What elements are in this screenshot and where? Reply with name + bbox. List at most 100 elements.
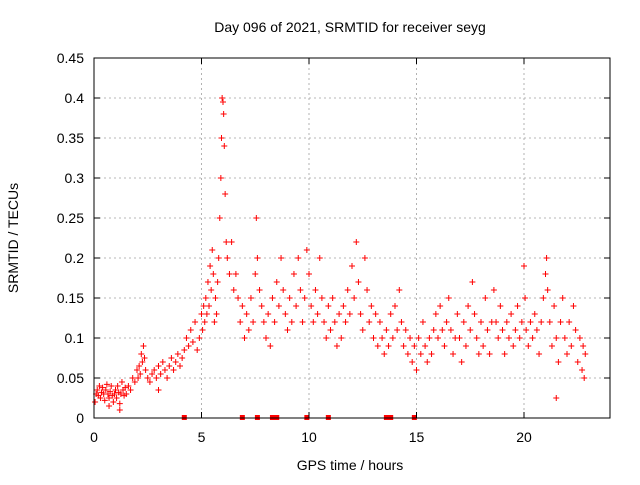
data-point [582,351,589,357]
data-point [206,303,213,309]
y-tick-label: 0.4 [65,90,85,106]
data-point [123,391,130,397]
data-point [284,327,291,333]
data-point [521,263,527,269]
data-point [572,327,579,333]
data-point [404,351,411,357]
data-point [207,263,214,269]
x-tick-label: 5 [198,429,206,445]
data-point [275,303,282,309]
data-point [166,363,173,369]
data-point [258,303,265,309]
y-tick-label: 0.05 [57,370,84,386]
data-point [435,335,441,341]
x-axis-label: GPS time / hours [297,457,404,473]
data-point [553,395,560,401]
data-point [223,239,230,245]
data-point [381,351,388,357]
data-point [125,383,132,389]
data-point [201,319,208,325]
data-point [538,319,545,325]
data-point [265,311,272,317]
data-point [327,327,334,333]
x-tick-label: 10 [301,429,317,445]
data-point [376,319,383,325]
data-point [458,359,465,365]
y-tick-label: 0.35 [57,130,84,146]
data-point [260,319,267,325]
data-point [314,311,321,317]
data-point [361,255,368,261]
data-point [482,295,489,301]
data-point [336,311,343,317]
data-point [198,311,205,317]
data-point [204,279,211,285]
data-point [383,327,390,333]
plot-frame [93,57,611,419]
data-point [103,381,110,388]
data-point [202,295,209,301]
data-point [177,363,183,369]
data-point [189,339,196,345]
data-point [230,287,237,293]
data-point [460,319,467,325]
data-point [107,388,114,395]
data-point [250,319,257,325]
data-point [430,327,437,333]
data-point [495,335,502,341]
data-point [267,343,274,349]
data-point [170,367,177,373]
data-point [247,295,254,301]
data-point [400,343,407,349]
data-point [543,255,550,261]
y-tick-label: 0 [76,410,84,426]
data-point [441,343,448,349]
data-point [106,395,113,401]
data-point [465,303,472,309]
data-point [232,271,239,277]
data-point [134,367,140,373]
y-axis-label: SRMTID / TECUs [5,183,21,293]
data-point [295,255,302,261]
data-point [111,391,118,397]
data-point [413,367,420,373]
data-point [153,375,160,381]
data-point [486,351,493,357]
data-point [523,327,530,333]
data-point [379,335,386,341]
data-point [510,343,517,349]
y-tick-label: 0.15 [57,290,84,306]
data-point [149,371,156,377]
data-point [312,287,319,293]
data-point [340,303,347,309]
data-point [199,327,206,333]
data-point [308,303,315,309]
data-point [473,335,480,341]
data-point [432,311,439,317]
data-point [349,263,355,269]
data-point [118,379,125,385]
data-point [263,335,269,341]
data-point [493,319,500,325]
data-point [346,311,353,317]
data-point [447,327,454,333]
data-point [172,359,179,365]
data-point [252,271,259,277]
data-point [288,319,295,325]
data-point [210,271,217,277]
data-point [209,247,216,253]
data-point [499,327,506,333]
data-point [282,311,289,317]
data-point [329,295,336,301]
data-point [331,319,338,325]
data-point [505,335,512,341]
data-point [220,99,226,105]
data-point [146,379,153,385]
data-point [394,327,401,333]
data-point [94,387,101,393]
data-point [557,319,564,325]
data-point [372,311,379,317]
data-point [196,335,203,341]
data-point [564,351,570,357]
